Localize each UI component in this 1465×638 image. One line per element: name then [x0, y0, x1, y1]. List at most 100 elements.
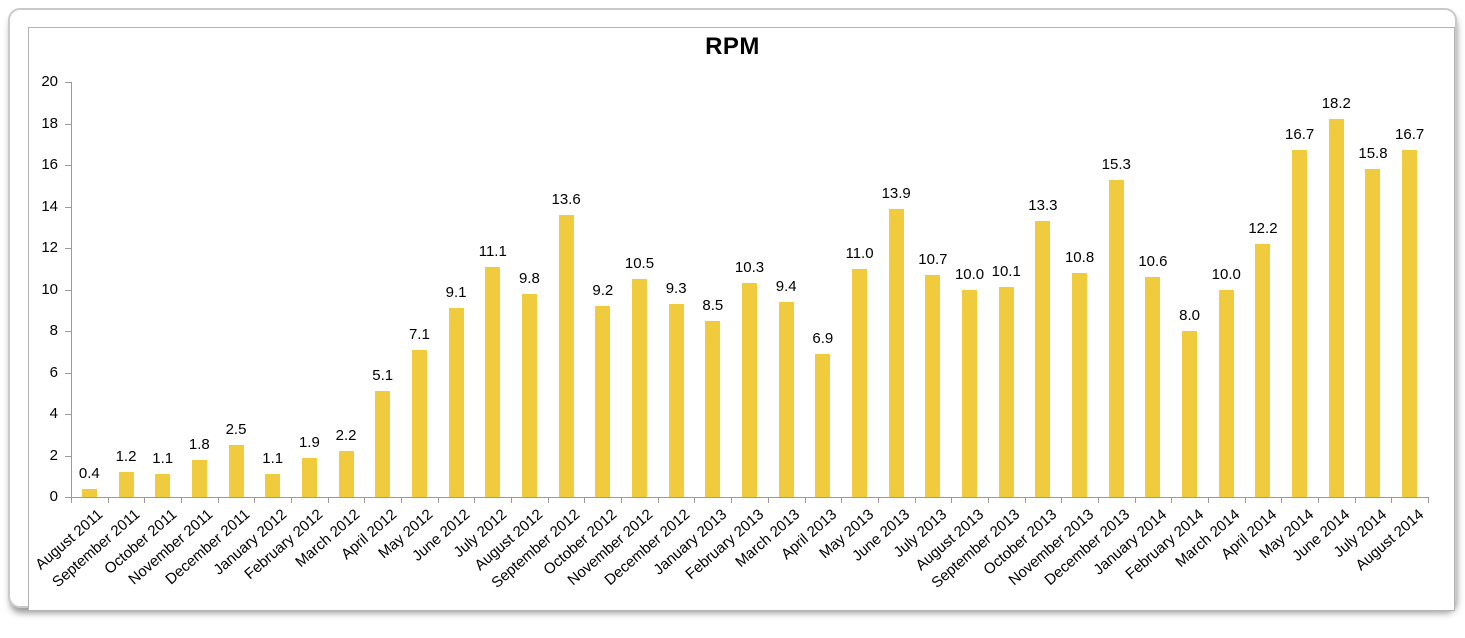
- bar: [265, 474, 281, 497]
- y-axis-label: 4: [49, 405, 58, 422]
- y-axis-label: 12: [41, 239, 58, 256]
- bar-value-label: 11.1: [478, 242, 507, 260]
- y-axis-label: 0: [49, 488, 58, 505]
- x-axis-tick: [1428, 498, 1429, 503]
- y-axis-label: 6: [49, 363, 58, 381]
- bar-value-label: 10.8: [1064, 248, 1095, 266]
- bar-value-label: 1.8: [188, 435, 210, 453]
- y-axis-label: 8: [49, 322, 58, 339]
- bar-value-label: 16.7: [1285, 126, 1315, 144]
- bar-value-label: 16.7: [1395, 126, 1425, 144]
- bar: [1255, 243, 1271, 497]
- bar: [1218, 289, 1234, 497]
- bar-value-label: 0.4: [78, 464, 100, 482]
- bar-value-label: 15.3: [1101, 155, 1131, 173]
- bar: [1365, 169, 1381, 497]
- bar: [338, 451, 354, 497]
- y-axis-tick: [65, 331, 72, 332]
- bar-value-label: 9.4: [775, 277, 797, 295]
- bar: [705, 320, 721, 497]
- x-axis-tick: [144, 498, 146, 503]
- bar-value-label: 2.2: [335, 427, 357, 445]
- bar: [448, 308, 464, 497]
- y-axis-tick: [65, 289, 72, 291]
- bar: [778, 301, 794, 497]
- x-axis-tick: [1061, 498, 1063, 503]
- x-axis-tick: [804, 498, 806, 503]
- chart-card: [8, 8, 1457, 611]
- x-axis-tick: [987, 498, 989, 503]
- bar-value-label: 5.1: [372, 367, 394, 385]
- bar: [1292, 150, 1308, 497]
- bar-value-label: 8.5: [702, 296, 724, 314]
- bar: [118, 472, 134, 497]
- bar-value-label: 9.2: [592, 282, 614, 300]
- bar-value-label: 10.1: [991, 263, 1021, 281]
- bar-value-label: 9.3: [665, 280, 687, 298]
- y-axis-label: 2: [49, 446, 58, 464]
- y-axis-tick: [65, 455, 72, 457]
- bar: [962, 289, 978, 497]
- bar: [485, 266, 501, 497]
- bar: [1108, 179, 1124, 497]
- y-axis-tick: [65, 206, 72, 208]
- chart-title: RPM: [705, 33, 760, 60]
- x-axis-tick: [401, 498, 403, 503]
- x-axis-tick: [107, 498, 109, 503]
- bar: [558, 214, 574, 497]
- bar: [595, 306, 611, 497]
- bar-value-label: 13.3: [1028, 197, 1058, 215]
- y-axis-tick: [65, 248, 72, 249]
- bar-value-label: 9.8: [519, 269, 540, 287]
- bar: [852, 268, 868, 497]
- bar-value-label: 10.0: [954, 265, 985, 283]
- bar: [155, 474, 171, 497]
- y-axis-tick: [65, 372, 72, 374]
- x-axis-tick: [217, 498, 219, 503]
- x-axis-tick: [841, 498, 843, 503]
- x-axis-tick: [694, 498, 696, 503]
- y-axis-label: 18: [41, 114, 58, 132]
- bar-value-label: 1.9: [298, 433, 320, 451]
- bar-value-label: 1.1: [262, 450, 284, 468]
- bar-value-label: 7.1: [408, 325, 430, 343]
- x-axis-tick: [1317, 498, 1319, 503]
- bar: [998, 287, 1014, 497]
- bar-value-label: 10.5: [624, 255, 655, 273]
- x-axis-tick: [327, 498, 329, 503]
- bar: [1072, 272, 1088, 497]
- bar: [1035, 221, 1051, 497]
- bar-value-label: 1.2: [115, 448, 137, 466]
- bar: [742, 283, 757, 497]
- x-axis-tick: [291, 498, 293, 503]
- bar: [668, 304, 684, 497]
- bar-value-label: 10.3: [734, 259, 765, 277]
- x-axis-tick: [1171, 498, 1173, 503]
- bar: [1145, 277, 1161, 497]
- bar-value-label: 1.1: [152, 450, 174, 468]
- x-axis-tick: [1281, 498, 1283, 503]
- bar-value-label: 11.0: [845, 244, 874, 262]
- bar: [521, 293, 537, 497]
- y-axis-label: 14: [41, 197, 58, 215]
- bar: [411, 349, 427, 497]
- y-axis-label: 20: [41, 73, 58, 90]
- x-axis-tick: [1024, 498, 1026, 503]
- x-axis-tick: [71, 498, 72, 503]
- x-axis-tick: [621, 498, 623, 503]
- x-axis-tick: [1207, 498, 1209, 503]
- bar: [1182, 331, 1198, 497]
- x-axis-tick: [474, 498, 476, 503]
- bar: [81, 488, 97, 497]
- x-axis-tick: [914, 498, 916, 503]
- y-axis-tick: [65, 123, 72, 125]
- bar-value-label: 13.9: [881, 184, 911, 202]
- bar: [888, 208, 904, 497]
- bar-value-label: 18.2: [1321, 95, 1351, 113]
- bar-value-label: 15.8: [1358, 145, 1388, 163]
- x-axis-tick: [657, 498, 659, 503]
- bar: [228, 445, 244, 497]
- x-axis-tick: [511, 498, 513, 503]
- bar: [191, 459, 207, 497]
